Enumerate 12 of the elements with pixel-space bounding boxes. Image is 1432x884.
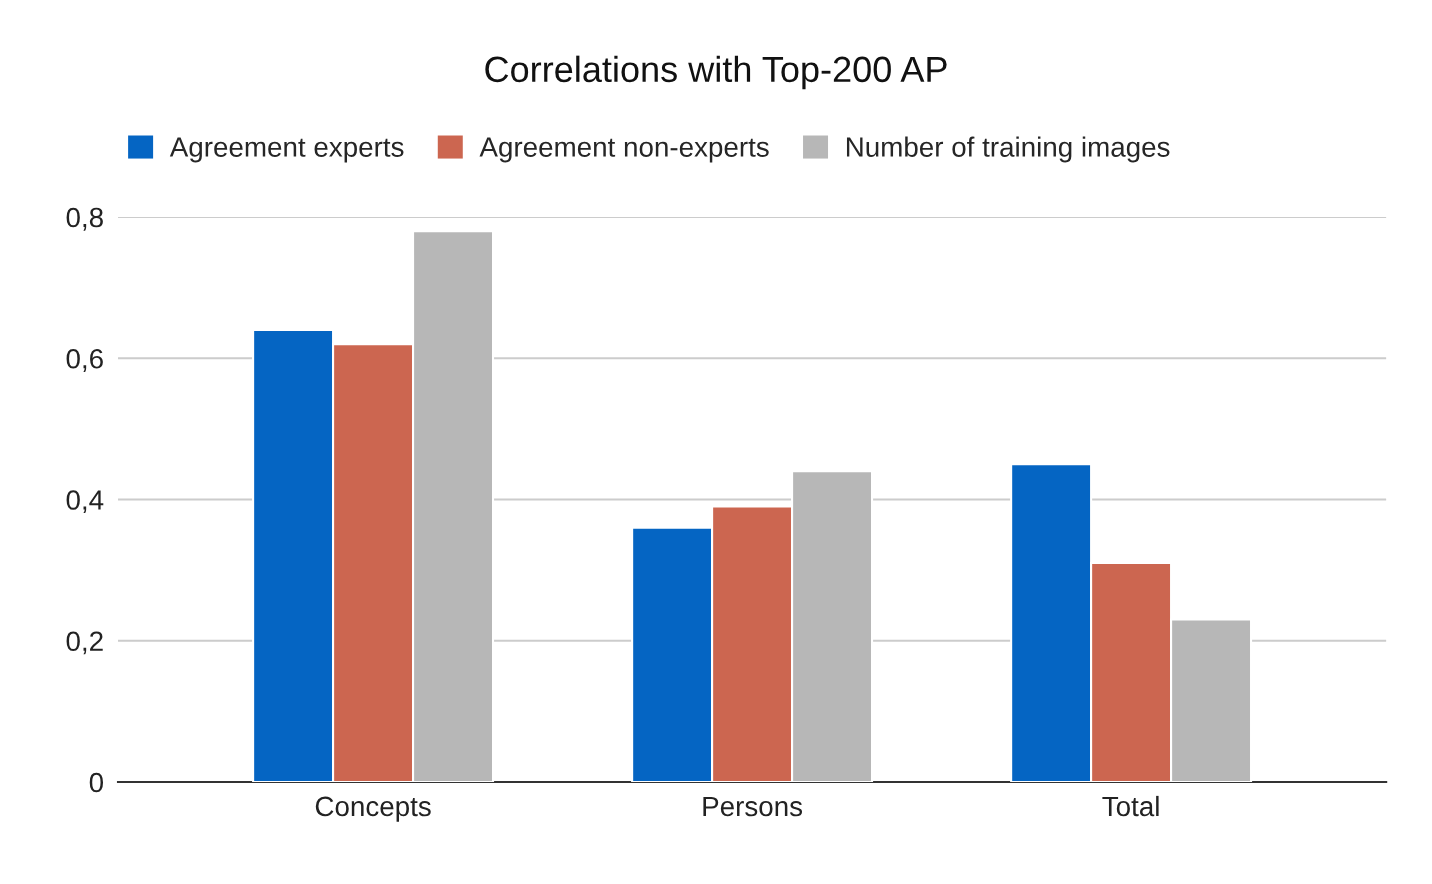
x-tick-label: Persons bbox=[703, 796, 803, 817]
chart-title: Correlations with Top-200 AP bbox=[485, 55, 947, 90]
y-tick-label: 0,6 bbox=[66, 348, 103, 372]
x-tick-label: Total bbox=[1102, 795, 1159, 817]
y-tick-label: 0,8 bbox=[66, 207, 103, 231]
y-tick-label: 0 bbox=[89, 772, 104, 793]
y-tick-label: 0,4 bbox=[66, 490, 104, 514]
legend-label: Number of training images bbox=[846, 136, 1170, 163]
y-tick-label: 0,2 bbox=[66, 631, 103, 655]
legend-label: Agreement non-experts bbox=[479, 137, 769, 163]
x-tick-label: Concepts bbox=[315, 796, 431, 822]
legend-label: Agreement experts bbox=[169, 137, 404, 163]
